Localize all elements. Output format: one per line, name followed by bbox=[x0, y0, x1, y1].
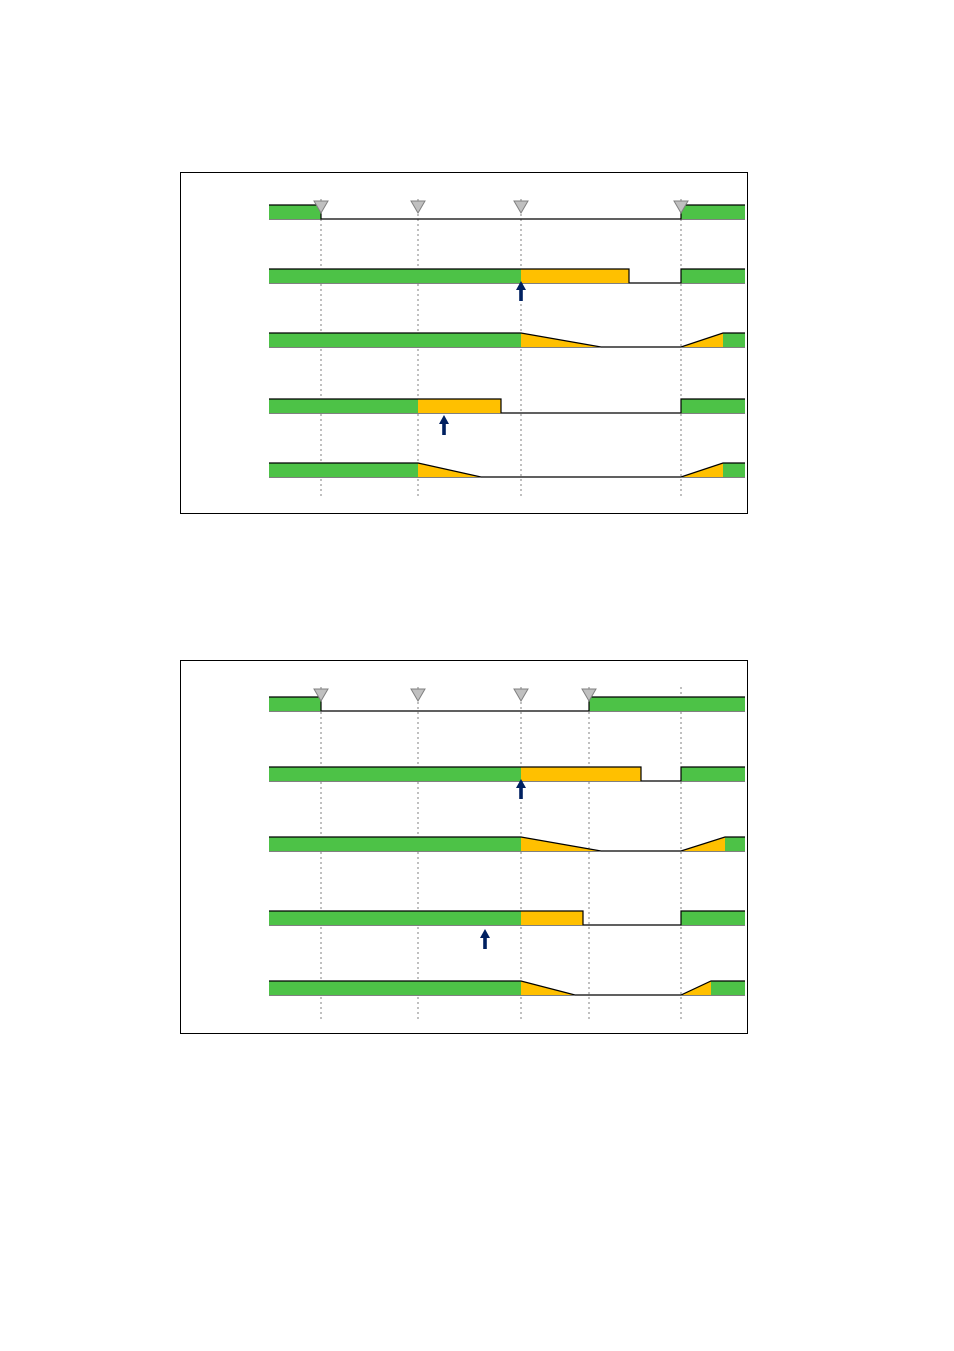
signal-bar bbox=[269, 463, 418, 477]
timing-diagram-1 bbox=[180, 172, 748, 514]
signal-bar bbox=[269, 981, 521, 995]
signal-bar bbox=[681, 767, 745, 781]
up-arrow-icon bbox=[480, 929, 490, 949]
up-arrow-icon bbox=[439, 415, 449, 435]
trigger-marker-icon bbox=[411, 201, 425, 213]
up-arrow-icon bbox=[516, 281, 526, 301]
timing-diagram-2 bbox=[180, 660, 748, 1034]
signal-bar bbox=[681, 205, 745, 219]
timing-diagram-1-svg bbox=[181, 173, 747, 513]
signal-bar bbox=[723, 333, 745, 347]
signal-bar bbox=[269, 837, 521, 851]
timing-diagram-2-svg bbox=[181, 661, 747, 1033]
signal-bar bbox=[269, 697, 321, 711]
signal-bar bbox=[269, 333, 521, 347]
signal-bar bbox=[725, 837, 745, 851]
signal-bar bbox=[521, 911, 583, 925]
signal-bar bbox=[269, 767, 521, 781]
signal-bar bbox=[681, 399, 745, 413]
signal-bar bbox=[521, 767, 641, 781]
signal-bar bbox=[711, 981, 745, 995]
up-arrow-icon bbox=[516, 779, 526, 799]
signal-bar bbox=[681, 911, 745, 925]
signal-bar bbox=[589, 697, 745, 711]
signal-bar bbox=[269, 205, 321, 219]
trigger-marker-icon bbox=[411, 689, 425, 701]
signal-bar bbox=[681, 269, 745, 283]
trigger-marker-icon bbox=[514, 201, 528, 213]
trigger-marker-icon bbox=[514, 689, 528, 701]
signal-bar bbox=[269, 269, 521, 283]
waveform-line bbox=[269, 205, 745, 219]
signal-bar bbox=[521, 269, 629, 283]
signal-bar bbox=[269, 911, 521, 925]
signal-bar bbox=[418, 399, 501, 413]
signal-bar bbox=[269, 399, 418, 413]
signal-bar bbox=[723, 463, 745, 477]
